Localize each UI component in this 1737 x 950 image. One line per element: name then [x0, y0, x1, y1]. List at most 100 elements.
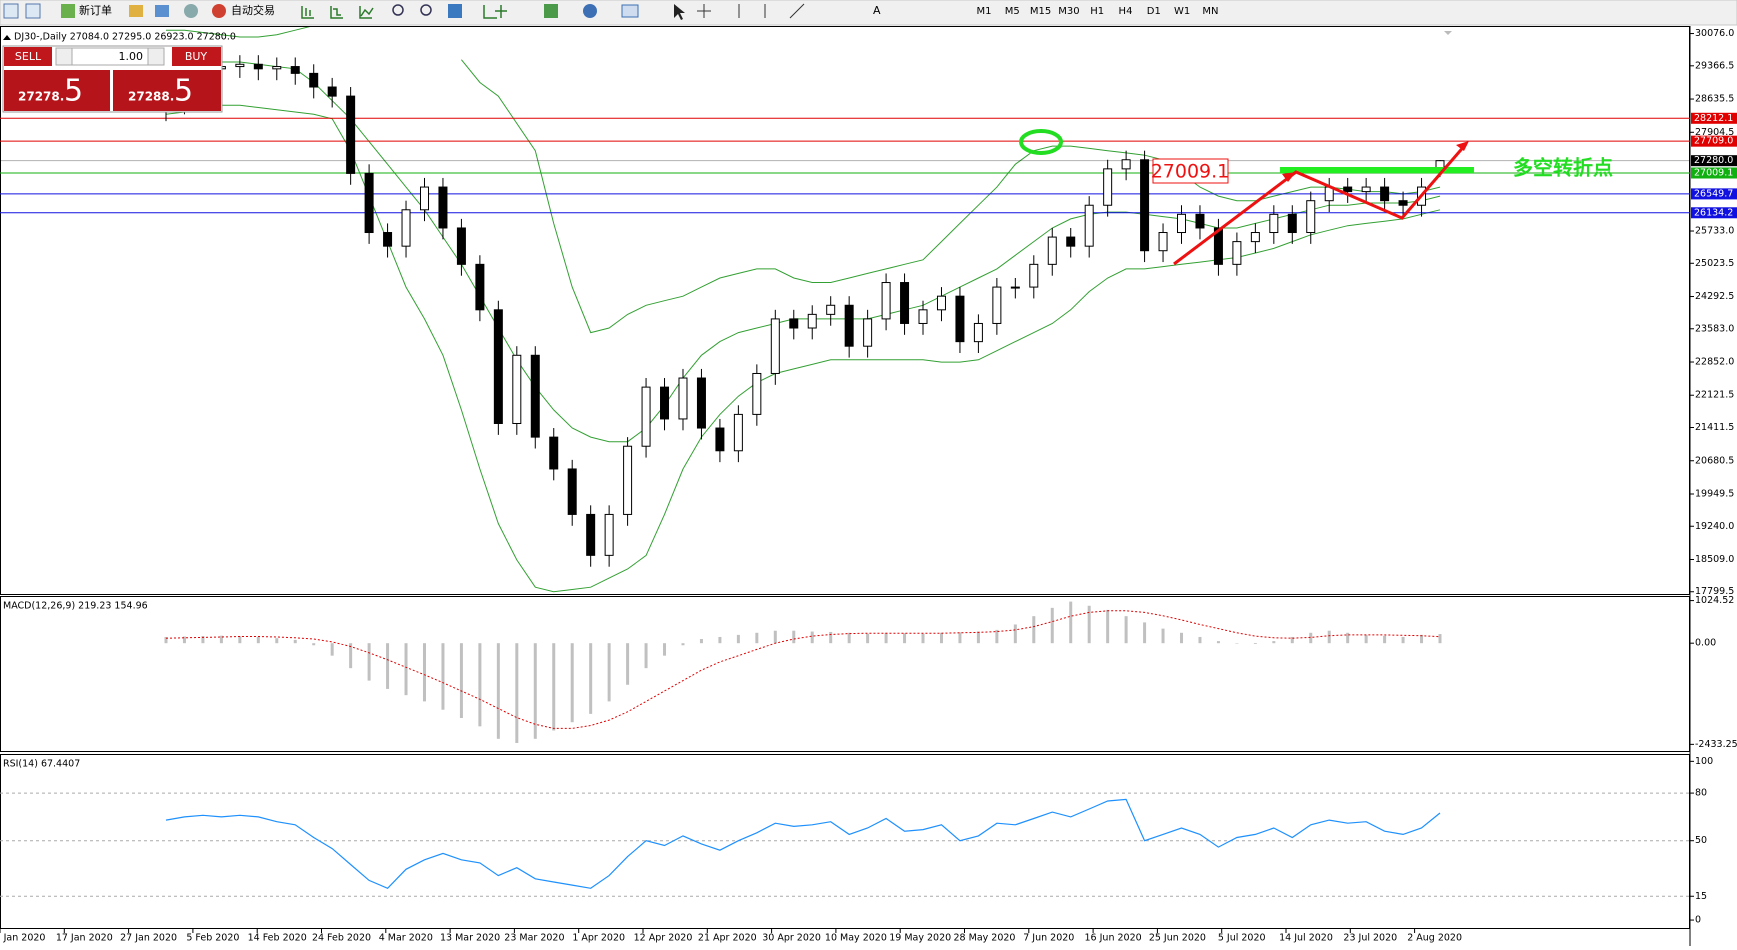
icon[interactable] — [392, 4, 404, 16]
price-main: 27278. — [18, 90, 64, 104]
sell-button[interactable]: SELL — [4, 47, 52, 66]
macd-bar — [1180, 632, 1184, 644]
y-tick-label: 19949.5 — [1695, 488, 1734, 499]
macd-bar — [681, 643, 685, 646]
candle-body — [678, 377, 688, 420]
icon[interactable] — [621, 4, 639, 18]
candle-body — [715, 427, 725, 452]
macd-bar — [422, 643, 426, 702]
icon[interactable] — [544, 4, 558, 18]
time-label: 24 Feb 2020 — [312, 933, 371, 944]
timeframe-button[interactable]: M5 — [1005, 6, 1020, 17]
candle-body — [696, 377, 706, 429]
lot-up[interactable] — [147, 47, 165, 66]
macd-bar — [1069, 601, 1073, 644]
candle-body — [826, 304, 836, 315]
icon[interactable] — [420, 4, 432, 16]
macd-bar — [1161, 628, 1165, 644]
sell-price[interactable]: 27278. 5 — [4, 70, 110, 111]
icon[interactable] — [301, 6, 314, 19]
macd-bar — [847, 632, 851, 644]
timeframe-button[interactable]: D1 — [1147, 6, 1161, 17]
y-tick-label: -2433.25 — [1695, 739, 1737, 750]
macd-bar — [570, 643, 574, 723]
time-label: 5 Feb 2020 — [186, 933, 239, 944]
timeframe-button[interactable]: W1 — [1174, 6, 1190, 17]
icon[interactable] — [3, 3, 19, 19]
candle-body — [1398, 200, 1408, 206]
timeframe-label: W1 — [1174, 6, 1190, 17]
icon[interactable] — [583, 4, 597, 18]
y-tick-label: 28635.5 — [1695, 94, 1734, 105]
icon — [212, 4, 226, 18]
candle-body — [1066, 236, 1076, 247]
timeframe-button[interactable]: H4 — [1119, 6, 1133, 17]
button-label: SELL — [15, 50, 42, 63]
macd-bar — [607, 643, 611, 702]
macd-bar — [441, 643, 445, 710]
icon[interactable] — [330, 6, 343, 19]
timeframe-button[interactable]: H1 — [1090, 6, 1104, 17]
time-label: 10 May 2020 — [825, 933, 887, 944]
icon[interactable] — [359, 6, 374, 19]
candle-body — [1380, 186, 1390, 202]
macd-bar — [866, 633, 870, 644]
buy-price[interactable]: 27288. 5 — [113, 70, 221, 111]
timeframe-button[interactable]: MN — [1202, 6, 1218, 17]
macd-bar — [201, 636, 205, 644]
y-tick-label: 50 — [1695, 835, 1707, 846]
candle-body — [770, 318, 780, 374]
y-tick-label: 80 — [1695, 788, 1707, 799]
macd-bar — [312, 643, 316, 646]
icon[interactable] — [155, 5, 169, 17]
macd-bar — [626, 643, 630, 685]
macd-bar — [552, 643, 556, 731]
timeframe-button[interactable]: M1 — [977, 6, 992, 17]
time-label: 5 Jul 2020 — [1218, 933, 1266, 944]
button-bg — [4, 47, 52, 66]
macd-bar — [349, 643, 353, 669]
macd-bar — [1198, 636, 1202, 644]
price-pips: 5 — [64, 74, 83, 109]
candle-body — [955, 295, 965, 343]
time-label: 30 Apr 2020 — [762, 933, 821, 944]
macd-bar — [256, 636, 260, 644]
candle-body — [936, 295, 946, 311]
new-order-button[interactable]: 新订单 — [61, 3, 112, 18]
macd-bar — [1235, 643, 1239, 644]
candle-body — [475, 263, 485, 311]
panel-title: DJ30-,Daily 27084.0 27295.0 26923.0 2728… — [14, 32, 236, 43]
icon[interactable] — [25, 3, 41, 19]
macd-plot — [164, 601, 1442, 743]
icon[interactable] — [184, 4, 198, 18]
lot-down[interactable] — [55, 47, 73, 66]
timeframe-button[interactable]: M30 — [1058, 6, 1079, 17]
candle-body — [419, 186, 429, 211]
macd-bar — [921, 633, 925, 644]
buy-button[interactable]: BUY — [172, 47, 221, 66]
icon[interactable] — [483, 5, 507, 19]
macd-bar — [903, 633, 907, 644]
macd-panel — [0, 596, 1690, 752]
y-tick-label: 25023.5 — [1695, 258, 1734, 269]
macd-bar — [515, 643, 519, 743]
candle-body — [1140, 159, 1150, 252]
icon[interactable] — [129, 5, 143, 17]
bollinger-upper — [166, 27, 1441, 334]
candle-body — [290, 66, 300, 74]
icon[interactable] — [448, 4, 462, 18]
candle-body — [604, 513, 614, 556]
candle-body — [512, 354, 522, 424]
icon[interactable] — [697, 3, 805, 19]
time-label: 13 Mar 2020 — [440, 933, 500, 944]
auto-trading-button[interactable]: 自动交易 — [212, 3, 275, 18]
timeframe-button[interactable]: M15 — [1030, 6, 1051, 17]
toolbar: 新订单 自动交易 A — [0, 0, 1737, 26]
macd-bar — [459, 643, 463, 719]
y-tick-label: 22852.0 — [1695, 357, 1734, 368]
icon[interactable] — [674, 4, 685, 20]
y-tick-label: 29366.5 — [1695, 60, 1734, 71]
time-label: 7 Jun 2020 — [1023, 933, 1074, 944]
icon-letter[interactable]: A — [873, 4, 881, 17]
price-pips: 5 — [174, 74, 193, 109]
